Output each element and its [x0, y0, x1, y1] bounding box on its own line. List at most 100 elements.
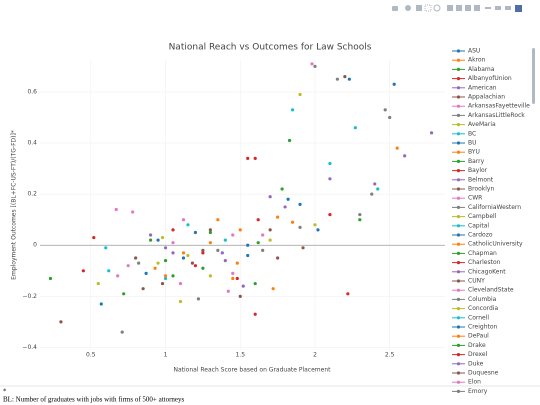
- legend-swatch[interactable]: [456, 141, 461, 145]
- legend-label[interactable]: ArkansasFayetteville: [468, 103, 530, 110]
- legend-swatch[interactable]: [456, 380, 461, 384]
- legend[interactable]: ASU Akron Alabama AlbanyofUnion American Appa…: [452, 48, 530, 395]
- legend-label[interactable]: ChicagoKent: [468, 268, 506, 275]
- legend-swatch[interactable]: [456, 58, 461, 62]
- legend-label[interactable]: Elon: [468, 379, 481, 386]
- legend-swatch[interactable]: [456, 178, 461, 182]
- legend-swatch[interactable]: [456, 261, 461, 265]
- tool-zoom-in[interactable]: [447, 5, 453, 11]
- legend-swatch[interactable]: [456, 297, 461, 301]
- legend-label[interactable]: ClevelandState: [468, 287, 514, 294]
- legend-label[interactable]: Chapman: [468, 250, 497, 257]
- tool-hover-compare[interactable]: [505, 6, 511, 10]
- legend-label[interactable]: Emory: [468, 388, 488, 395]
- legend-swatch[interactable]: [456, 95, 461, 99]
- y-tick-label: 0.6: [27, 88, 37, 95]
- tool-zoom-out[interactable]: [456, 5, 462, 11]
- legend-swatch[interactable]: [456, 67, 461, 71]
- legend-swatch[interactable]: [456, 169, 461, 173]
- legend-swatch[interactable]: [456, 187, 461, 191]
- tool-autoscale[interactable]: [465, 5, 471, 11]
- point: [186, 223, 190, 227]
- legend-swatch[interactable]: [456, 242, 461, 246]
- legend-label[interactable]: CaliforniaWestern: [468, 204, 521, 211]
- legend-label[interactable]: Duke: [468, 360, 484, 367]
- tool-plotly-logo[interactable]: [515, 5, 522, 12]
- legend-swatch[interactable]: [456, 325, 461, 329]
- legend-swatch[interactable]: [456, 49, 461, 53]
- legend-label[interactable]: Capital: [468, 222, 489, 229]
- legend-label[interactable]: Duquesne: [468, 370, 499, 377]
- legend-swatch[interactable]: [456, 371, 461, 375]
- tool-camera[interactable]: [392, 6, 398, 11]
- legend-swatch[interactable]: [456, 77, 461, 81]
- legend-label[interactable]: Cornell: [468, 314, 489, 321]
- legend-swatch[interactable]: [456, 288, 461, 292]
- legend-label[interactable]: Drexel: [468, 351, 488, 358]
- point: [48, 276, 53, 281]
- legend-label[interactable]: Columbia: [468, 296, 497, 303]
- legend-swatch[interactable]: [456, 251, 461, 255]
- legend-label[interactable]: AlbanyofUnion: [468, 75, 512, 82]
- legend-label[interactable]: CUNY: [468, 278, 485, 285]
- legend-label[interactable]: CatholicUniversity: [468, 241, 523, 248]
- toolbar[interactable]: [392, 4, 522, 12]
- legend-label[interactable]: Appalachian: [468, 94, 505, 101]
- legend-swatch[interactable]: [456, 113, 461, 117]
- legend-swatch[interactable]: [456, 196, 461, 200]
- legend-swatch[interactable]: [456, 132, 461, 136]
- legend-label[interactable]: DePaul: [468, 333, 489, 340]
- tool-lasso[interactable]: [433, 4, 441, 12]
- y-tick-label: 0.2: [27, 191, 37, 198]
- legend-swatch[interactable]: [456, 123, 461, 127]
- point: [353, 126, 357, 130]
- legend-swatch[interactable]: [456, 362, 461, 366]
- legend-label[interactable]: American: [468, 84, 497, 91]
- legend-label[interactable]: Cardozo: [468, 232, 493, 239]
- point: [148, 238, 153, 242]
- legend-label[interactable]: Alabama: [468, 66, 495, 73]
- legend-swatch[interactable]: [456, 104, 461, 108]
- legend-swatch[interactable]: [456, 353, 461, 357]
- legend-label[interactable]: BYU: [468, 149, 480, 156]
- legend-swatch[interactable]: [456, 389, 461, 393]
- legend-label[interactable]: Drake: [468, 342, 486, 349]
- legend-swatch[interactable]: [456, 233, 461, 237]
- legend-label[interactable]: Concordia: [468, 305, 498, 312]
- tool-pan[interactable]: [416, 5, 422, 11]
- legend-swatch[interactable]: [456, 334, 461, 338]
- plot-area: [48, 62, 434, 334]
- tool-zoom[interactable]: [405, 5, 411, 11]
- legend-label[interactable]: ASU: [468, 48, 480, 55]
- legend-swatch[interactable]: [456, 316, 461, 320]
- legend-swatch[interactable]: [456, 307, 461, 311]
- legend-swatch[interactable]: [456, 86, 461, 90]
- tool-select[interactable]: [424, 4, 432, 12]
- tool-hover-closest[interactable]: [495, 6, 501, 10]
- point: [116, 274, 120, 278]
- legend-label[interactable]: Creighton: [468, 324, 498, 331]
- legend-swatch[interactable]: [456, 343, 461, 347]
- legend-label[interactable]: Belmont: [468, 176, 494, 183]
- legend-label[interactable]: Akron: [468, 57, 486, 64]
- legend-label[interactable]: CWR: [468, 195, 482, 202]
- legend-label[interactable]: ArkansasLittleRock: [468, 112, 525, 119]
- legend-label[interactable]: Baylor: [468, 167, 488, 174]
- legend-label[interactable]: Barry: [468, 158, 485, 165]
- legend-label[interactable]: Campbell: [468, 213, 497, 220]
- legend-swatch[interactable]: [456, 215, 461, 219]
- legend-swatch[interactable]: [456, 159, 461, 163]
- legend-label[interactable]: Brooklyn: [468, 186, 494, 193]
- tool-spike[interactable]: [485, 7, 491, 9]
- legend-swatch[interactable]: [456, 205, 461, 209]
- legend-swatch[interactable]: [456, 279, 461, 283]
- tool-reset[interactable]: [474, 5, 480, 11]
- legend-swatch[interactable]: [456, 224, 461, 228]
- legend-label[interactable]: BU: [468, 140, 477, 147]
- legend-scrollbar[interactable]: [532, 48, 535, 104]
- legend-swatch[interactable]: [456, 150, 461, 154]
- legend-label[interactable]: AveMaria: [468, 121, 496, 128]
- legend-swatch[interactable]: [456, 270, 461, 274]
- legend-label[interactable]: Charleston: [468, 259, 501, 266]
- legend-label[interactable]: BC: [468, 130, 476, 137]
